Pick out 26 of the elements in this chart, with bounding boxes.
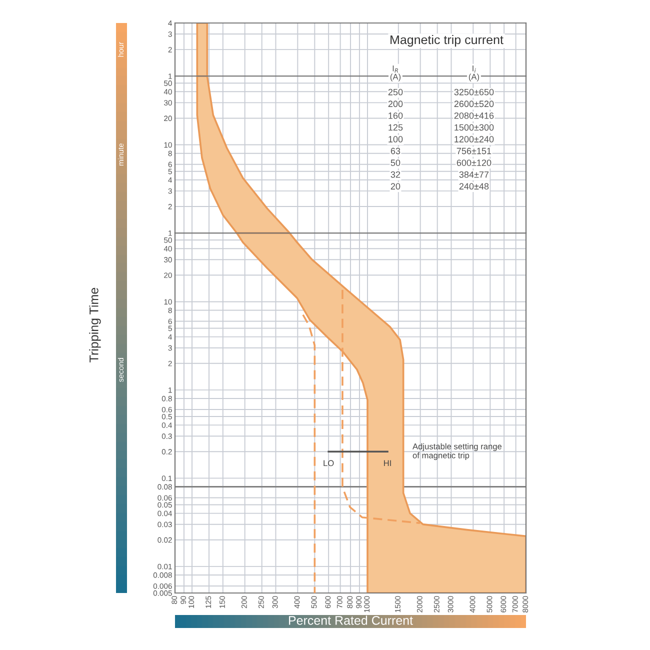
text: 1200±240 bbox=[454, 136, 494, 142]
text: 63 bbox=[390, 148, 400, 154]
y-axis-title: Tripping Time bbox=[89, 288, 101, 362]
text: 384±77 bbox=[459, 171, 489, 178]
text: 600±120 bbox=[456, 160, 492, 166]
text: 1500±300 bbox=[454, 124, 494, 131]
text: Magnetic trip current bbox=[390, 34, 504, 47]
x-axis-title: Percent Rated Current bbox=[289, 616, 413, 625]
annotation: LO bbox=[324, 460, 334, 466]
text: 250 bbox=[388, 88, 403, 96]
category-label: I$_{R}$ (A) bbox=[390, 66, 401, 82]
text: 125 bbox=[388, 124, 403, 131]
text: 2080±416 bbox=[454, 112, 494, 119]
category-label: I$_{i}$ (A) bbox=[468, 66, 480, 82]
text: 160 bbox=[388, 112, 403, 119]
text: 2600±520 bbox=[454, 100, 494, 108]
text: 756±151 bbox=[456, 148, 492, 154]
annotation: HI bbox=[384, 460, 391, 466]
text: 240±48 bbox=[459, 183, 489, 190]
text: 20 bbox=[390, 183, 400, 190]
text: 100 bbox=[388, 136, 403, 142]
annotation: Adjustable setting range of magnetic trip bbox=[412, 443, 502, 460]
text: 50 bbox=[390, 160, 400, 166]
text: 32 bbox=[390, 171, 400, 178]
text: 3250±650 bbox=[454, 88, 494, 96]
text: 200 bbox=[388, 100, 403, 108]
